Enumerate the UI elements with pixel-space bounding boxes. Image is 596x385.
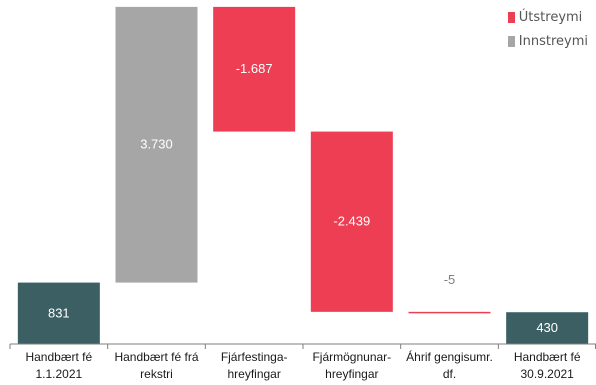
bar-label-2: -1.687 — [236, 61, 273, 76]
bar-label-3: -2.439 — [333, 214, 370, 229]
legend-swatch-outflow — [507, 12, 515, 23]
bar-0 — [17, 282, 100, 344]
category-label-3-line-0: Fjármögnunar- — [312, 350, 391, 364]
bar-label-4: -5 — [444, 272, 456, 287]
legend-swatch-inflow — [507, 36, 515, 47]
category-label-1-line-1: rekstri — [140, 367, 173, 381]
legend-item-outflow: Útstreymi — [507, 10, 588, 25]
bars-layer — [17, 6, 589, 344]
category-label-5-line-0: Handbært fé — [514, 350, 581, 364]
bar-label-1: 3.730 — [140, 137, 173, 152]
bar-3 — [310, 131, 393, 312]
category-label-0-line-0: Handbært fé — [25, 350, 92, 364]
category-label-4-line-1: df. — [443, 367, 456, 381]
bar-1 — [115, 6, 198, 283]
bar-label-5: 430 — [536, 320, 558, 335]
x-axis-ticks — [9, 344, 596, 349]
bar-label-0: 831 — [48, 305, 70, 320]
category-label-5-line-1: 30.9.2021 — [520, 367, 574, 381]
category-label-0-line-1: 1.1.2021 — [35, 367, 82, 381]
category-label-1-line-0: Handbært fé frá — [114, 350, 198, 364]
bar-4 — [408, 311, 491, 314]
category-label-2-line-1: hreyfingar — [227, 367, 280, 381]
bar-5 — [506, 312, 589, 344]
category-label-3-line-1: hreyfingar — [325, 367, 378, 381]
legend-item-inflow: Innstreymi — [507, 34, 588, 49]
legend-label-outflow: Útstreymi — [518, 10, 583, 25]
bar-value-labels: 831 3.730 -1.687 -2.439 -5 430 — [48, 61, 558, 335]
legend: Útstreymi Innstreymi — [507, 10, 588, 58]
category-labels: Handbært fé 1.1.2021 Handbært fé frá rekstr… — [25, 349, 580, 381]
bar-2 — [213, 6, 296, 132]
legend-label-inflow: Innstreymi — [518, 34, 588, 49]
category-label-2-line-0: Fjárfestinga- — [221, 350, 288, 364]
category-label-4-line-0: Áhrif gengisumr. — [406, 349, 493, 364]
